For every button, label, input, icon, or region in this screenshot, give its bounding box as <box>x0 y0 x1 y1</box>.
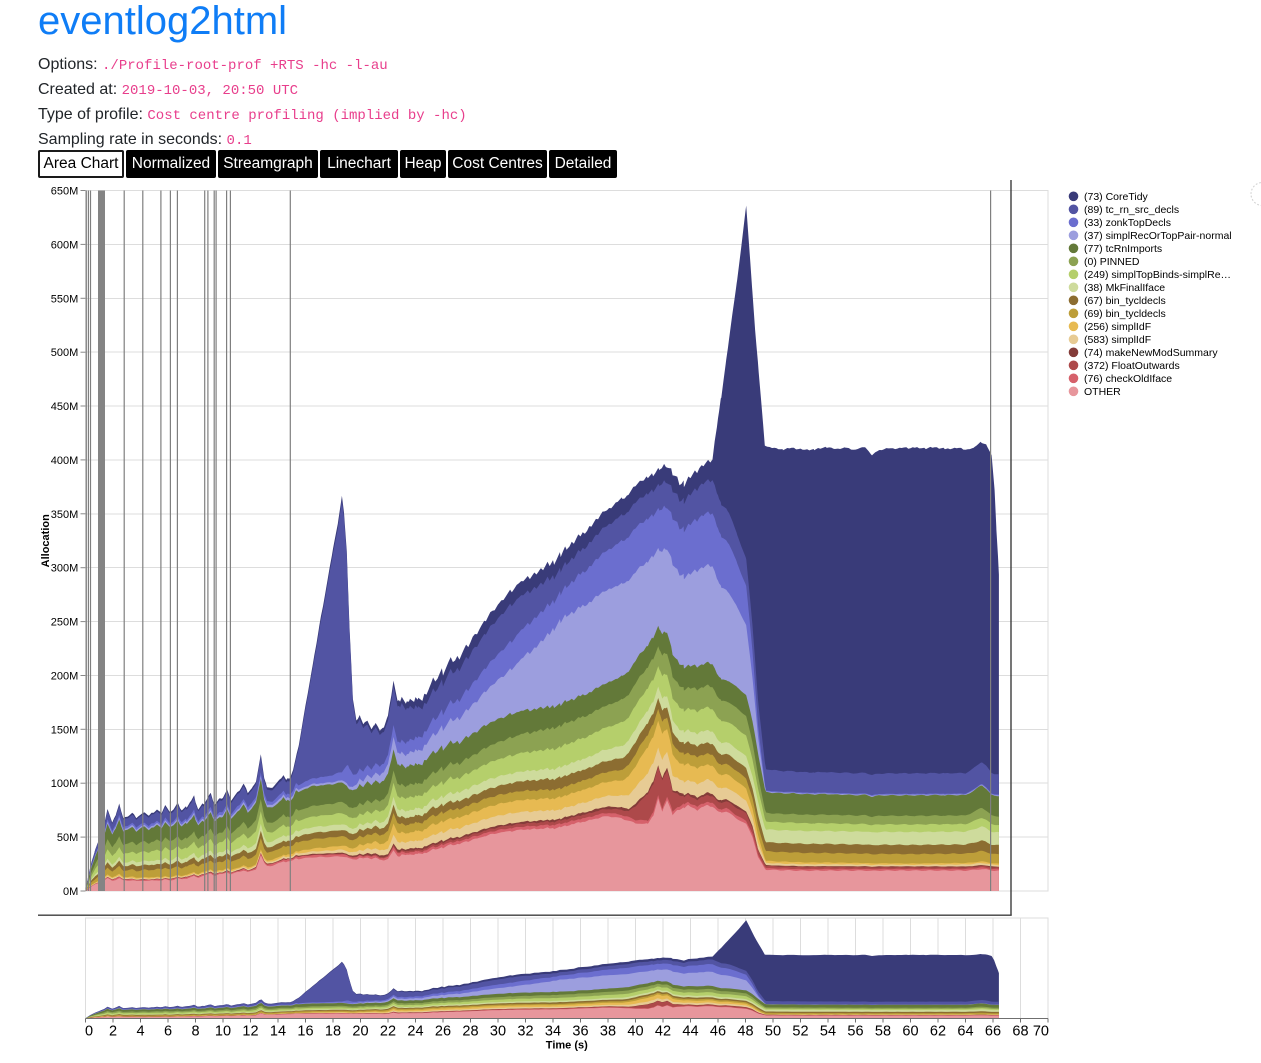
svg-text:24: 24 <box>407 1023 423 1039</box>
svg-text:(38) MkFinalIface: (38) MkFinalIface <box>1084 282 1165 294</box>
svg-text:200M: 200M <box>51 671 79 683</box>
svg-text:38: 38 <box>600 1023 616 1039</box>
svg-text:0M: 0M <box>63 886 78 898</box>
svg-text:(583) simplIdF: (583) simplIdF <box>1084 334 1151 346</box>
svg-text:(0) PINNED: (0) PINNED <box>1084 256 1140 268</box>
svg-text:16: 16 <box>297 1023 313 1039</box>
svg-text:6: 6 <box>164 1023 172 1039</box>
svg-text:68: 68 <box>1012 1023 1028 1039</box>
svg-text:Time (s): Time (s) <box>546 1039 588 1051</box>
svg-text:(77) tcRnImports: (77) tcRnImports <box>1084 243 1162 255</box>
svg-text:4: 4 <box>136 1023 144 1039</box>
svg-text:64: 64 <box>957 1023 973 1039</box>
svg-text:62: 62 <box>930 1023 946 1039</box>
svg-text:550M: 550M <box>51 293 79 305</box>
svg-text:150M: 150M <box>51 724 79 736</box>
svg-text:(249) simplTopBinds-simplRe…: (249) simplTopBinds-simplRe… <box>1084 269 1231 281</box>
svg-text:28: 28 <box>462 1023 478 1039</box>
svg-text:26: 26 <box>435 1023 451 1039</box>
svg-text:(67) bin_tycldecls: (67) bin_tycldecls <box>1084 295 1166 307</box>
svg-text:8: 8 <box>191 1023 199 1039</box>
svg-text:(69) bin_tycldecls: (69) bin_tycldecls <box>1084 308 1166 320</box>
svg-text:30: 30 <box>490 1023 506 1039</box>
svg-text:50: 50 <box>765 1023 781 1039</box>
svg-text:OTHER: OTHER <box>1084 386 1121 398</box>
svg-text:44: 44 <box>682 1023 698 1039</box>
svg-text:12: 12 <box>242 1023 258 1039</box>
svg-text:54: 54 <box>820 1023 836 1039</box>
svg-text:(73) CoreTidy: (73) CoreTidy <box>1084 191 1149 203</box>
svg-text:0: 0 <box>85 1023 93 1039</box>
svg-text:400M: 400M <box>51 455 79 467</box>
svg-text:(89) tc_rn_src_decls: (89) tc_rn_src_decls <box>1084 204 1179 216</box>
svg-text:100M: 100M <box>51 778 79 790</box>
svg-text:(33) zonkTopDecls: (33) zonkTopDecls <box>1084 217 1171 229</box>
svg-text:350M: 350M <box>51 509 79 521</box>
svg-text:50M: 50M <box>57 832 78 844</box>
svg-text:(37) simplRecOrTopPair-normal: (37) simplRecOrTopPair-normal <box>1084 230 1232 242</box>
svg-text:70: 70 <box>1033 1023 1049 1039</box>
svg-text:34: 34 <box>545 1023 561 1039</box>
svg-text:52: 52 <box>792 1023 808 1039</box>
svg-text:40: 40 <box>627 1023 643 1039</box>
svg-text:46: 46 <box>710 1023 726 1039</box>
svg-text:42: 42 <box>655 1023 671 1039</box>
svg-text:22: 22 <box>380 1023 396 1039</box>
svg-text:(256) simplIdF: (256) simplIdF <box>1084 321 1151 333</box>
svg-text:600M: 600M <box>51 239 79 251</box>
svg-text:56: 56 <box>847 1023 863 1039</box>
svg-text:Allocation: Allocation <box>40 514 52 567</box>
svg-text:14: 14 <box>270 1023 286 1039</box>
svg-text:66: 66 <box>985 1023 1001 1039</box>
svg-text:32: 32 <box>517 1023 533 1039</box>
svg-text:(372) FloatOutwards: (372) FloatOutwards <box>1084 360 1180 372</box>
svg-text:36: 36 <box>572 1023 588 1039</box>
svg-text:(76) checkOldIface: (76) checkOldIface <box>1084 373 1172 385</box>
svg-text:2: 2 <box>109 1023 117 1039</box>
svg-text:300M: 300M <box>51 563 79 575</box>
svg-text:250M: 250M <box>51 617 79 629</box>
svg-text:(74) makeNewModSummary: (74) makeNewModSummary <box>1084 347 1218 359</box>
svg-text:10: 10 <box>215 1023 231 1039</box>
svg-text:500M: 500M <box>51 347 79 359</box>
svg-text:60: 60 <box>902 1023 918 1039</box>
svg-text:20: 20 <box>352 1023 368 1039</box>
svg-text:450M: 450M <box>51 401 79 413</box>
svg-text:650M: 650M <box>51 186 79 198</box>
svg-text:18: 18 <box>325 1023 341 1039</box>
svg-text:58: 58 <box>875 1023 891 1039</box>
svg-text:48: 48 <box>737 1023 753 1039</box>
